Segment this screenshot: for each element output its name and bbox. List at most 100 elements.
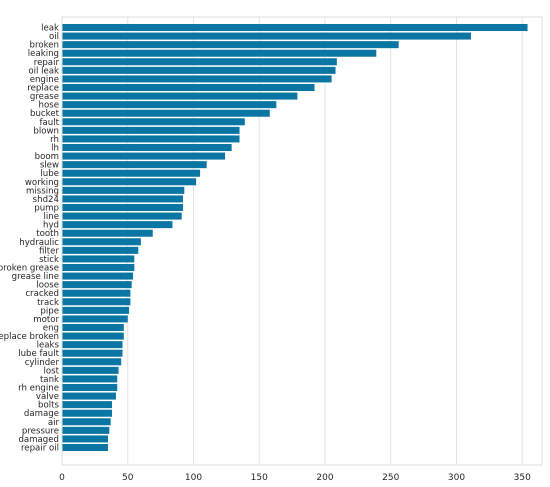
- bar-loose: [62, 281, 132, 289]
- x-tick-label: 350: [514, 473, 531, 483]
- bar-lube-fault: [62, 349, 123, 357]
- category-label: hydraulic: [19, 238, 59, 248]
- bar-bucket: [62, 109, 270, 117]
- category-label: motor: [33, 315, 59, 325]
- bar-broken: [62, 41, 399, 49]
- bar-valve: [62, 392, 116, 400]
- bar-hydraulic: [62, 238, 141, 246]
- bar-rh: [62, 135, 240, 143]
- category-label: lost: [44, 366, 60, 376]
- bar-oil: [62, 32, 471, 40]
- grid-lines: [61, 17, 523, 465]
- bar-lh: [62, 143, 232, 152]
- bar-stick: [62, 255, 135, 263]
- bar-motor: [62, 315, 128, 323]
- bar-line: [62, 212, 182, 220]
- category-label: filter: [39, 246, 59, 256]
- category-label: boom: [35, 152, 59, 162]
- bar-bolts: [62, 401, 112, 409]
- category-label: bucket: [30, 109, 60, 119]
- bar-repair: [62, 58, 337, 66]
- category-label: pressure: [22, 426, 59, 436]
- category-label: pipe: [40, 306, 59, 316]
- category-label: pump: [34, 204, 59, 214]
- category-label: cracked: [25, 289, 59, 299]
- bar-lube: [62, 169, 201, 177]
- bar-cracked: [62, 289, 131, 297]
- category-label: grease: [30, 92, 59, 102]
- bar-working: [62, 178, 197, 186]
- category-label: leaking: [28, 49, 59, 59]
- category-label: replace: [27, 84, 59, 94]
- category-label: oil leak: [28, 66, 59, 76]
- bar-shd24: [62, 195, 183, 203]
- x-axis-tick-labels: 0 50 100 150 200 250 300 350: [59, 473, 531, 483]
- bar-pump: [62, 203, 183, 212]
- category-label: repair oil: [21, 444, 59, 454]
- category-label: track: [37, 298, 59, 308]
- x-tick-label: 150: [251, 473, 268, 483]
- category-label: damage: [24, 409, 59, 419]
- bars: [62, 23, 528, 452]
- bar-blown: [62, 126, 240, 134]
- bar-track: [62, 298, 131, 306]
- bar-damaged: [62, 435, 109, 443]
- bar-grease: [62, 92, 298, 100]
- x-tick-label: 200: [316, 473, 333, 483]
- category-label: damaged: [18, 435, 59, 445]
- x-tick-label: 50: [122, 473, 134, 483]
- bar-missing: [62, 186, 185, 194]
- bar-repair-oil: [62, 443, 109, 452]
- x-tick-label: 0: [59, 473, 65, 483]
- category-label: lh: [51, 144, 59, 154]
- category-label: hyd: [43, 221, 59, 231]
- category-label: grease line: [12, 272, 59, 282]
- category-label: engine: [30, 75, 59, 85]
- category-label: stick: [39, 255, 59, 265]
- x-tick-label: 100: [185, 473, 202, 483]
- category-label: leak: [41, 24, 59, 34]
- bar-eng: [62, 323, 124, 332]
- x-tick-label: 300: [448, 473, 465, 483]
- x-tick-label: 250: [382, 473, 399, 483]
- bar-broken-grease: [62, 263, 135, 272]
- bar-rh-engine: [62, 383, 118, 392]
- bar-leak: [62, 23, 528, 32]
- bar-tooth: [62, 229, 153, 237]
- category-label: loose: [36, 281, 59, 291]
- bar-hose: [62, 101, 277, 109]
- category-label: working: [25, 178, 59, 188]
- category-label: hose: [39, 101, 59, 111]
- category-label: valve: [36, 392, 59, 402]
- category-label: rh: [50, 135, 59, 145]
- bar-boom: [62, 152, 226, 160]
- bar-replace-broken: [62, 332, 124, 340]
- category-label: missing: [26, 186, 59, 196]
- category-label: blown: [33, 126, 59, 136]
- bar-pressure: [62, 426, 110, 434]
- category-label: oil: [49, 32, 59, 42]
- bar-slew: [62, 161, 207, 169]
- bar-replace: [62, 83, 315, 92]
- bar-air: [62, 418, 111, 426]
- category-label: fault: [40, 118, 60, 128]
- bar-filter: [62, 246, 139, 254]
- bar-damage: [62, 409, 112, 417]
- bar-hyd: [62, 221, 173, 229]
- category-label: lube fault: [18, 349, 59, 359]
- bar-lost: [62, 366, 119, 374]
- category-label: cylinder: [25, 358, 60, 368]
- category-label: repair: [34, 58, 60, 68]
- category-label: tank: [40, 375, 59, 385]
- bar-fault: [62, 118, 245, 126]
- category-label: leaks: [37, 341, 60, 351]
- bar-grease-line: [62, 272, 134, 280]
- category-label: air: [48, 418, 60, 428]
- plot-frame: [61, 16, 543, 466]
- bar-tank: [62, 375, 118, 383]
- category-label: bolts: [38, 401, 59, 411]
- bar-engine: [62, 75, 332, 83]
- category-label: broken grease: [0, 264, 59, 274]
